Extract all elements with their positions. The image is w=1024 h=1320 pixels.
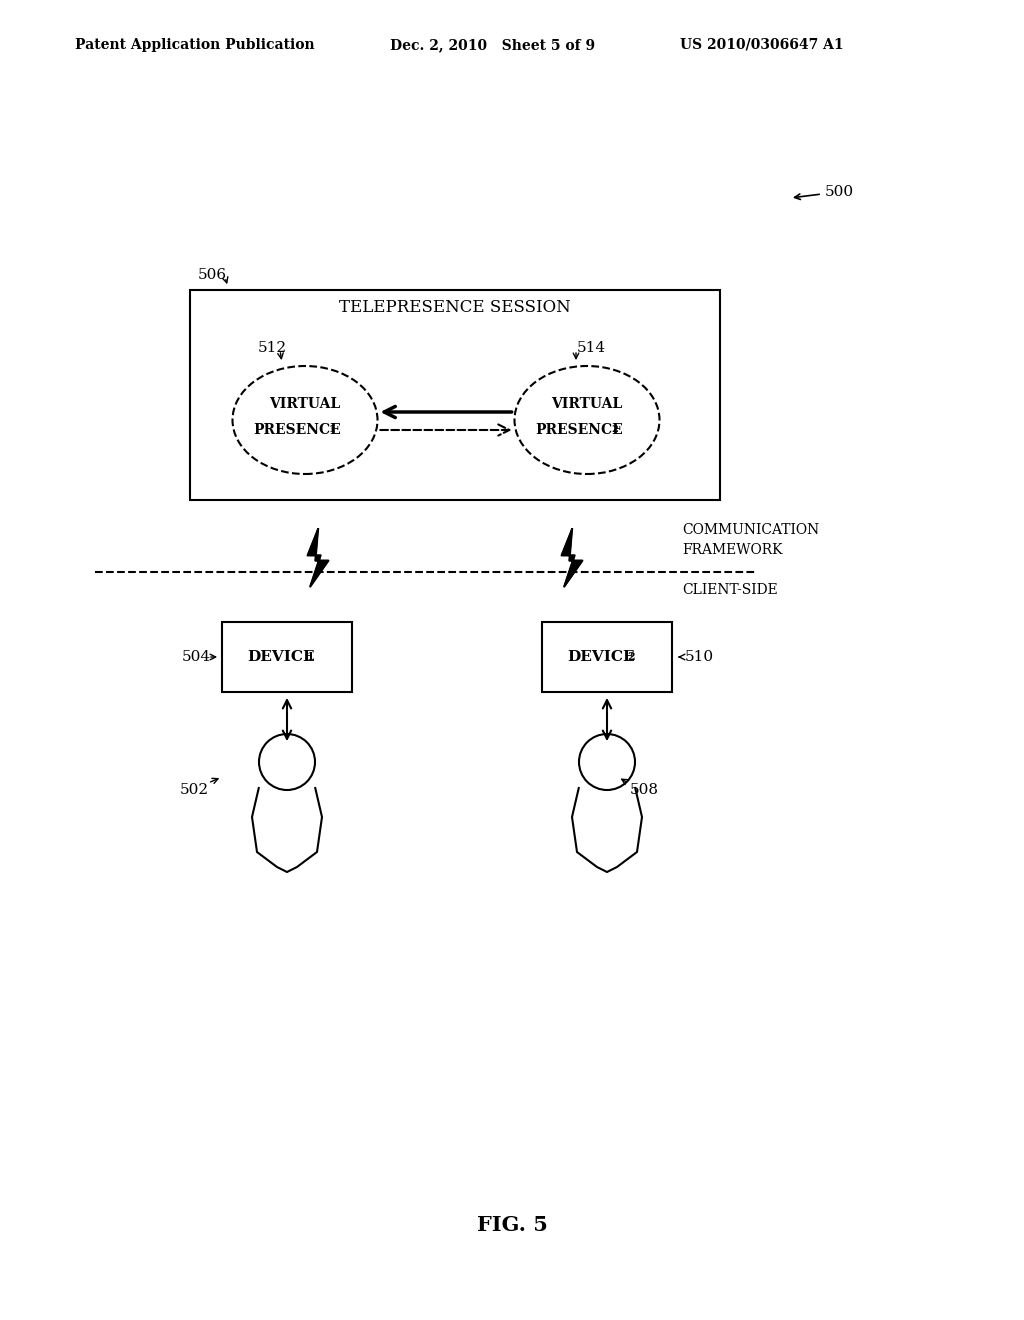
Text: 506: 506 (198, 268, 227, 282)
Text: TELEPRESENCE SESSION: TELEPRESENCE SESSION (339, 300, 570, 317)
Text: Patent Application Publication: Patent Application Publication (75, 38, 314, 51)
Text: VIRTUAL: VIRTUAL (552, 397, 623, 411)
Text: FIG. 5: FIG. 5 (476, 1214, 548, 1236)
Polygon shape (561, 529, 583, 586)
Text: PRESENCE: PRESENCE (536, 422, 623, 437)
Text: 510: 510 (685, 649, 714, 664)
Text: 508: 508 (630, 783, 659, 797)
FancyBboxPatch shape (222, 622, 352, 692)
Text: 2: 2 (611, 425, 617, 434)
Text: Dec. 2, 2010   Sheet 5 of 9: Dec. 2, 2010 Sheet 5 of 9 (390, 38, 595, 51)
Text: DEVICE: DEVICE (247, 649, 314, 664)
FancyBboxPatch shape (190, 290, 720, 500)
Text: 500: 500 (825, 185, 854, 199)
Text: 2: 2 (627, 651, 635, 663)
Text: 514: 514 (577, 341, 606, 355)
Text: COMMUNICATION
FRAMEWORK: COMMUNICATION FRAMEWORK (682, 523, 819, 557)
Text: 512: 512 (258, 341, 287, 355)
Text: 1: 1 (329, 425, 336, 434)
Polygon shape (307, 529, 329, 586)
Text: VIRTUAL: VIRTUAL (269, 397, 341, 411)
Text: 1: 1 (307, 651, 314, 663)
Text: US 2010/0306647 A1: US 2010/0306647 A1 (680, 38, 844, 51)
Text: 504: 504 (182, 649, 211, 664)
Text: 502: 502 (180, 783, 209, 797)
Ellipse shape (232, 366, 378, 474)
FancyBboxPatch shape (542, 622, 672, 692)
Text: PRESENCE: PRESENCE (253, 422, 341, 437)
Text: DEVICE: DEVICE (567, 649, 635, 664)
Ellipse shape (514, 366, 659, 474)
Text: CLIENT-SIDE: CLIENT-SIDE (682, 583, 778, 597)
